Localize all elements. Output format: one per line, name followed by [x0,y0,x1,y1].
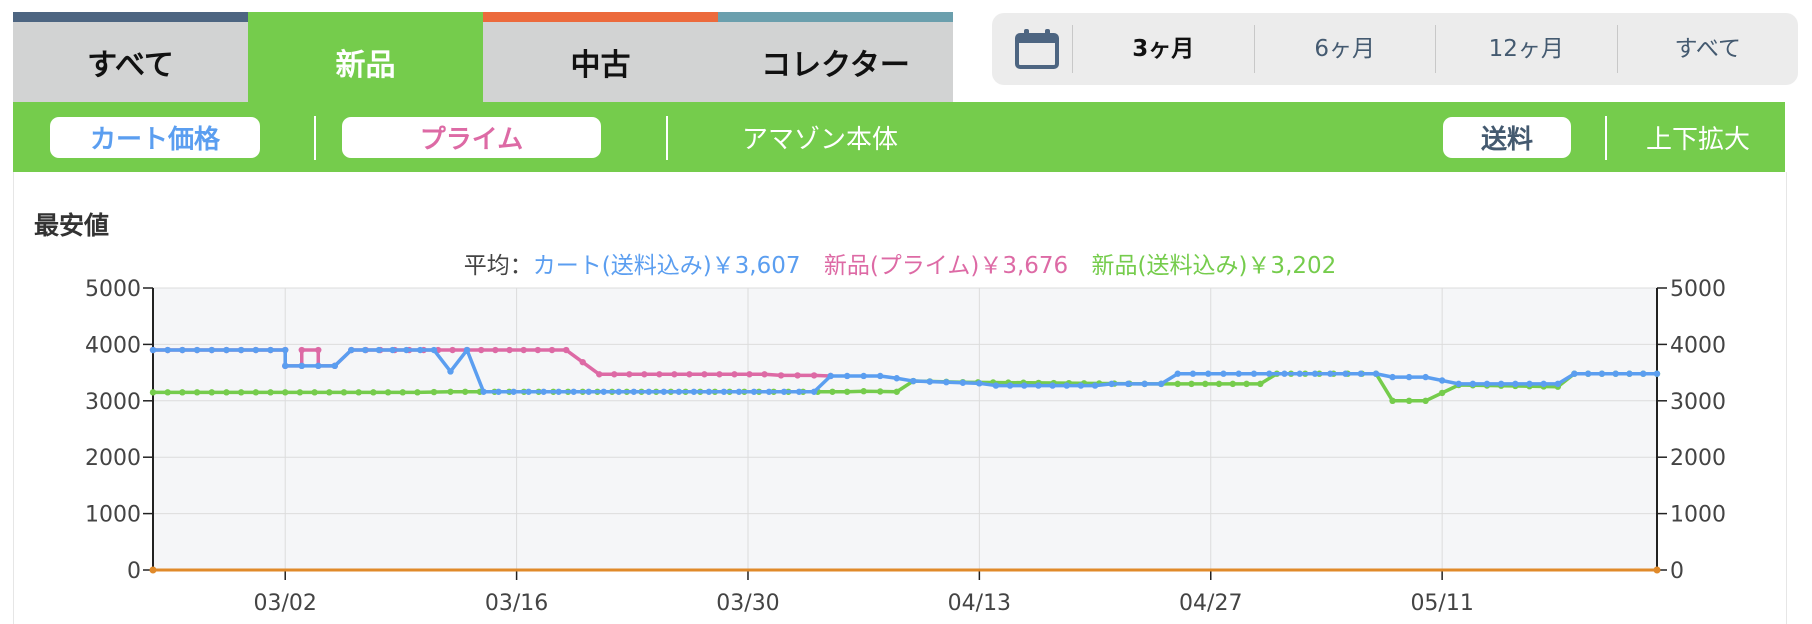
tab-used[interactable]: 中古 [483,12,718,102]
calendar-icon[interactable] [1002,13,1072,85]
average-cart: カート(送料込み)￥3,607 [532,253,801,279]
tab-color-bar [483,12,718,22]
tab-label: 中古 [570,48,631,83]
range-3-months[interactable]: 3ヶ月 [1072,25,1254,73]
chart-panel: 最安値 平均：カート(送料込み)￥3,607 新品(プライム)￥3,676 新品… [13,172,1787,624]
tab-all[interactable]: すべて [13,12,248,102]
average-prefix: 平均： [463,253,533,279]
divider [666,116,668,160]
tab-color-bar [248,12,483,22]
divider [314,116,316,160]
range-6-months[interactable]: 6ヶ月 [1253,25,1436,73]
average-summary: 平均：カート(送料込み)￥3,607 新品(プライム)￥3,676 新品(送料込… [14,246,1786,280]
vertical-zoom-toggle[interactable]: 上下拡大 [1645,125,1750,155]
tab-color-bar [718,12,953,22]
condition-tabs: すべて 新品 中古 コレクター [13,12,953,102]
section-title: 最安値 [34,211,110,240]
tab-label: コレクター [761,48,910,83]
average-prime: 新品(プライム)￥3,676 [823,253,1069,279]
divider [1605,116,1607,160]
tab-new[interactable]: 新品 [248,12,483,102]
prime-toggle[interactable]: プライム [342,117,601,158]
range-all[interactable]: すべて [1616,25,1799,73]
tab-color-bar [13,12,248,22]
cart-price-toggle[interactable]: カート価格 [50,117,260,158]
range-12-months[interactable]: 12ヶ月 [1435,25,1617,73]
range-selector: 3ヶ月 6ヶ月 12ヶ月 すべて [992,13,1798,85]
tab-collector[interactable]: コレクター [718,12,953,102]
series-toggle-bar: カート価格 プライム アマゾン本体 送料 上下拡大 [13,102,1785,172]
average-new: 新品(送料込み)￥3,202 [1091,253,1337,279]
tab-label: 新品 [335,48,396,83]
amazon-toggle[interactable]: アマゾン本体 [741,125,898,155]
shipping-toggle[interactable]: 送料 [1443,117,1571,158]
tab-label: すべて [87,48,174,83]
